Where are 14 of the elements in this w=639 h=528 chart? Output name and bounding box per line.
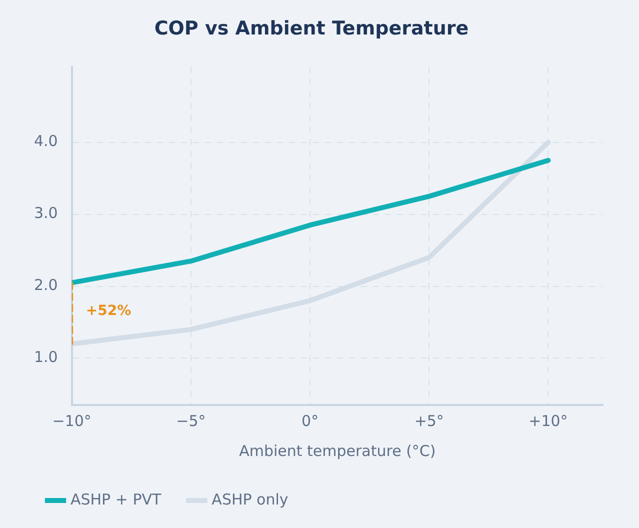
legend-label: ASHP only — [212, 490, 288, 508]
x-tick-label: 0° — [302, 412, 319, 430]
legend-label: ASHP + PVT — [70, 490, 162, 508]
y-tick-label: 3.0 — [34, 204, 58, 222]
x-tick-label: −10° — [52, 412, 92, 430]
y-tick-label: 2.0 — [34, 276, 58, 294]
x-tick-label: +5° — [414, 412, 444, 430]
x-tick-label: +10° — [528, 412, 568, 430]
x-tick-label: −5° — [176, 412, 206, 430]
chart-title: COP vs Ambient Temperature — [154, 17, 469, 40]
y-tick-label: 1.0 — [34, 348, 58, 366]
annotation: +52% — [86, 303, 132, 320]
y-tick-label: 4.0 — [34, 132, 58, 150]
x-axis-title: Ambient temperature (°C) — [239, 442, 436, 460]
